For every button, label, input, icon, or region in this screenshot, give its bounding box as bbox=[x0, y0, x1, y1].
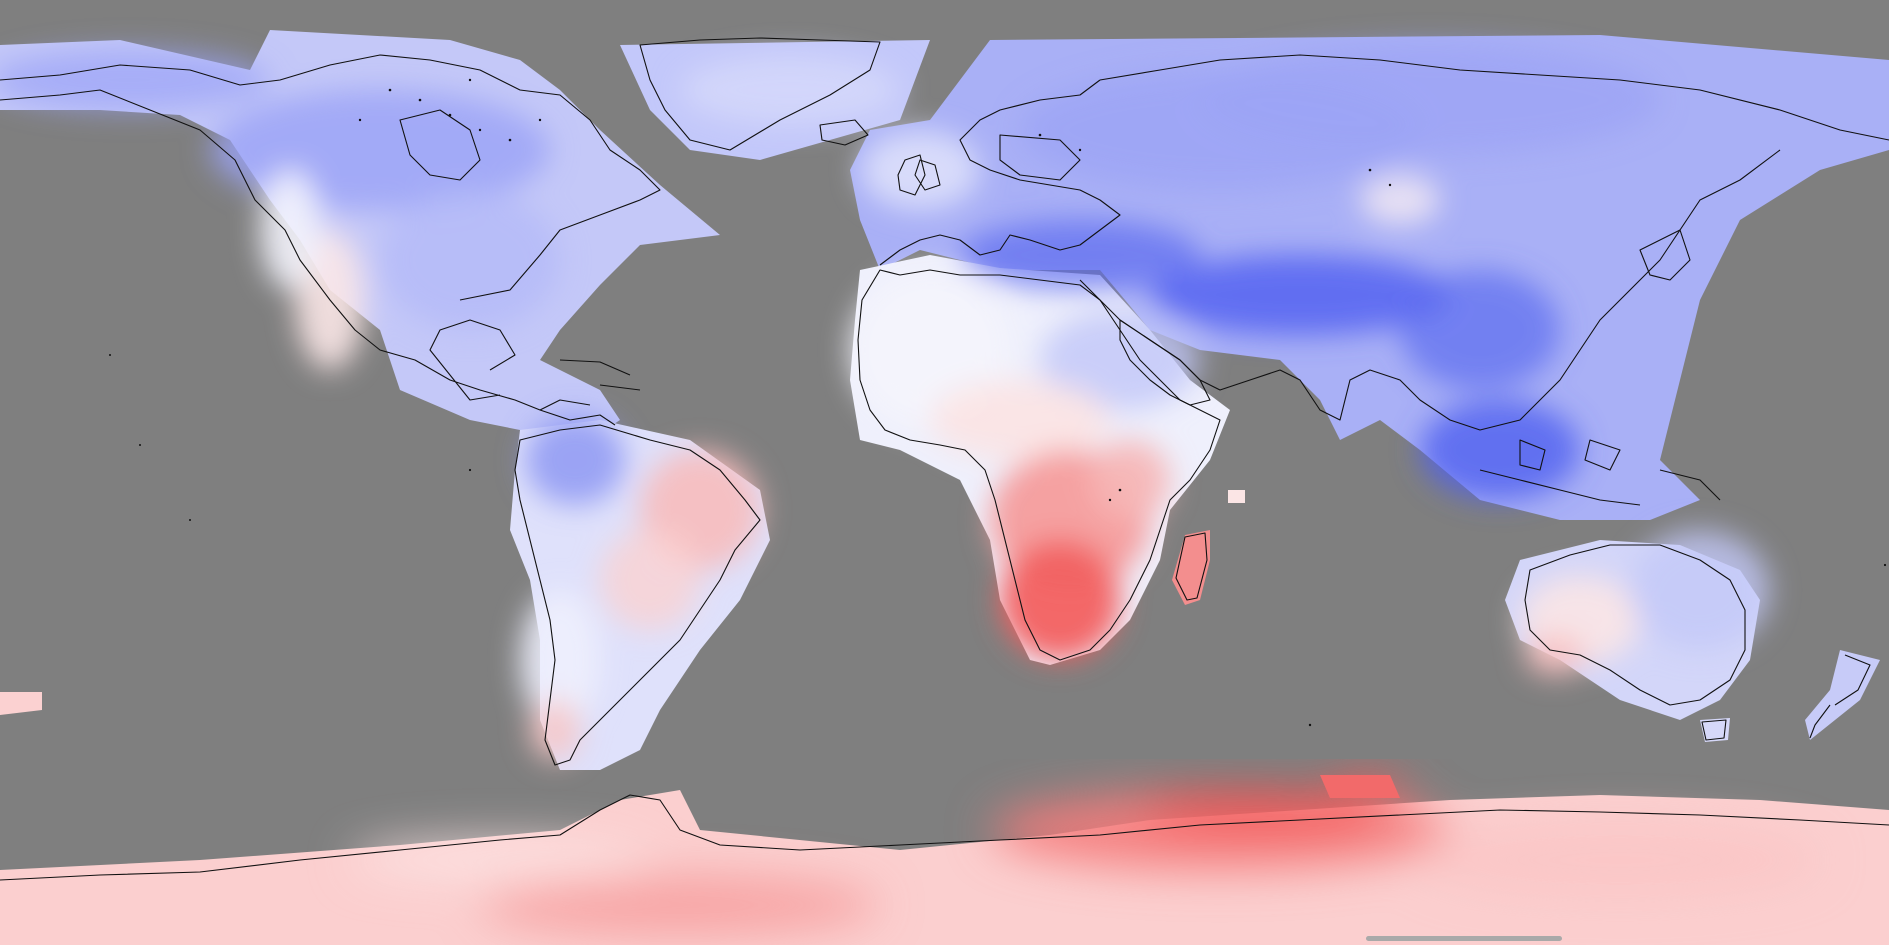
antarctic-shading bbox=[350, 775, 1820, 935]
home-indicator[interactable] bbox=[1366, 936, 1562, 941]
new-zealand bbox=[1805, 650, 1880, 740]
coast-australia bbox=[1524, 544, 1746, 706]
coast-tasmania bbox=[1701, 719, 1727, 741]
ice-shelf-patch bbox=[1320, 775, 1400, 798]
coast-africa bbox=[857, 269, 1221, 661]
coast-madagascar bbox=[1175, 532, 1208, 601]
coast-europe bbox=[879, 79, 1121, 266]
coast-caribbean bbox=[539, 359, 641, 411]
south-atlantic-patch bbox=[0, 692, 42, 715]
indian-ocean-patch bbox=[1228, 490, 1245, 503]
island-dots bbox=[109, 78, 1887, 727]
coast-antarctica bbox=[0, 794, 1889, 881]
coast-iceland bbox=[819, 119, 869, 146]
coast-greenland bbox=[639, 37, 881, 151]
coast-britain bbox=[897, 154, 926, 196]
coast-indonesia bbox=[1479, 439, 1721, 506]
coast-south-america bbox=[514, 424, 761, 766]
coast-hudson-bay bbox=[399, 109, 481, 181]
coast-new-zealand bbox=[1809, 654, 1871, 739]
coast-north-america bbox=[0, 54, 661, 426]
coastlines bbox=[0, 37, 1889, 881]
tasmania bbox=[1700, 718, 1730, 742]
coast-japan bbox=[1639, 229, 1691, 281]
